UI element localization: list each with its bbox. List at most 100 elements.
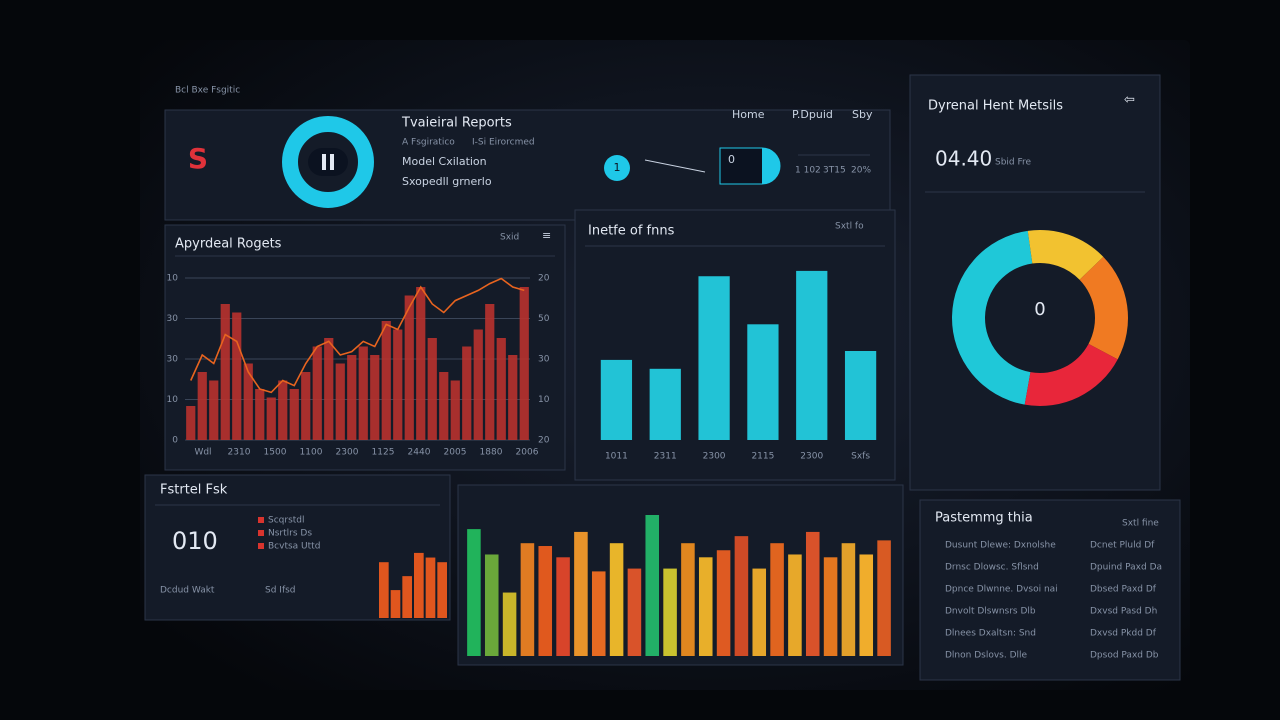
y-label: 20 xyxy=(538,436,550,446)
x-label: 1011 xyxy=(605,452,628,462)
bar xyxy=(390,590,401,618)
bar xyxy=(437,562,447,618)
bar xyxy=(312,346,322,440)
list-menu[interactable]: Sxtl fine xyxy=(1122,519,1159,529)
nav-item[interactable]: Sby xyxy=(852,108,873,121)
bar xyxy=(609,543,624,656)
x-label: 2440 xyxy=(408,448,431,458)
bar xyxy=(450,380,460,440)
bar xyxy=(439,372,449,440)
bar xyxy=(556,557,570,656)
bar xyxy=(520,543,535,656)
donut-segment xyxy=(1024,343,1118,406)
list-cell: Dxvsd Pkdd Df xyxy=(1090,629,1157,639)
donut-segment xyxy=(1027,230,1104,280)
metrics-panel xyxy=(909,74,1161,491)
bar xyxy=(462,346,472,440)
header-line: Model Cxilation xyxy=(402,155,487,168)
stat: 20% xyxy=(851,166,871,176)
x-label: 2300 xyxy=(336,448,359,458)
bar xyxy=(197,372,207,440)
metrics-menu[interactable]: ⇦ xyxy=(1124,93,1135,108)
bar xyxy=(473,329,483,440)
bar xyxy=(393,329,403,440)
list-cell: Dpuind Paxd Da xyxy=(1090,563,1162,573)
header-line: Sxopedll grnerlo xyxy=(402,175,492,188)
gauge-label: 1 xyxy=(614,161,621,174)
bar xyxy=(484,554,499,656)
bar xyxy=(467,529,481,656)
bar xyxy=(496,338,506,440)
x-label: 2300 xyxy=(703,452,726,462)
bar xyxy=(232,312,242,440)
metrics-unit: Sbid Fre xyxy=(995,158,1032,168)
legend-swatch xyxy=(258,530,264,536)
column xyxy=(649,368,681,440)
list-cell: Dlnees Dxaltsn: Snd xyxy=(945,629,1036,639)
header-subtitle: I-Si Eirorcmed xyxy=(472,138,535,148)
bar xyxy=(805,531,820,656)
bar xyxy=(416,287,426,440)
trend-title: Apyrdeal Rogets xyxy=(175,237,282,252)
x-label: 2005 xyxy=(444,448,467,458)
list-cell: Dpnce Dlwnne. Dvsoi nai xyxy=(945,585,1058,595)
bar xyxy=(220,304,230,440)
bar xyxy=(209,380,219,440)
list-cell: Dcnet Pluld Df xyxy=(1090,541,1155,551)
nav-item[interactable]: Home xyxy=(732,108,765,121)
tasks-title: Fstrtel Fsk xyxy=(160,483,228,498)
x-label: 1880 xyxy=(480,448,503,458)
x-label: Wdl xyxy=(194,448,211,458)
menu-icon[interactable]: ≡ xyxy=(542,229,551,242)
bar xyxy=(519,287,529,440)
bar xyxy=(841,543,856,656)
bar xyxy=(402,576,412,618)
y-label: 30 xyxy=(538,355,550,365)
x-label: 2115 xyxy=(751,452,774,462)
columns-menu[interactable]: Sxtl fo xyxy=(835,222,864,232)
list-cell: Dlnon Dslovs. Dlle xyxy=(945,651,1028,661)
donut-segment xyxy=(952,230,1033,405)
pause-icon xyxy=(330,154,334,170)
metrics-title: Dyrenal Hent Metsils xyxy=(928,99,1063,114)
trend-menu[interactable]: Sxid xyxy=(500,233,519,243)
metrics-value: 04.40 xyxy=(935,147,992,171)
bar xyxy=(681,543,695,656)
x-label: 2310 xyxy=(228,448,251,458)
logo: S xyxy=(188,142,208,175)
bar xyxy=(266,397,276,440)
nav-item[interactable]: P.Dpuid xyxy=(792,108,833,121)
dial-label: 0 xyxy=(728,153,735,166)
y-label: 30 xyxy=(167,314,179,324)
tasks-value: 010 xyxy=(172,527,218,555)
list-cell: Drnsc Dlowsc. Sflsnd xyxy=(945,563,1039,573)
bar xyxy=(877,540,891,656)
bar xyxy=(734,536,749,656)
bar xyxy=(752,568,767,656)
dial-fill xyxy=(762,148,780,184)
list-cell: Dbsed Paxd Df xyxy=(1090,585,1157,595)
y-label: 50 xyxy=(538,314,550,324)
header-title: Tvaieiral Reports xyxy=(401,116,512,131)
bar xyxy=(663,568,677,656)
list-cell: Dnvolt Dlswnsrs Dlb xyxy=(945,607,1036,617)
progress-ring xyxy=(282,116,374,208)
bar xyxy=(788,554,802,656)
bar xyxy=(823,557,838,656)
bar xyxy=(414,552,424,618)
y-label: 20 xyxy=(538,274,550,284)
legend-swatch xyxy=(258,543,264,549)
pause-button[interactable] xyxy=(308,148,348,176)
bar xyxy=(324,338,334,440)
donut-center: 0 xyxy=(1034,299,1045,320)
bar xyxy=(770,543,784,656)
bar xyxy=(278,380,288,440)
donut-segment xyxy=(1079,256,1128,360)
bar xyxy=(485,304,495,440)
column xyxy=(747,324,779,440)
list-title: Pastemmg thia xyxy=(935,511,1033,526)
bar xyxy=(591,571,606,656)
bar xyxy=(502,592,517,656)
x-label: 2311 xyxy=(654,452,677,462)
